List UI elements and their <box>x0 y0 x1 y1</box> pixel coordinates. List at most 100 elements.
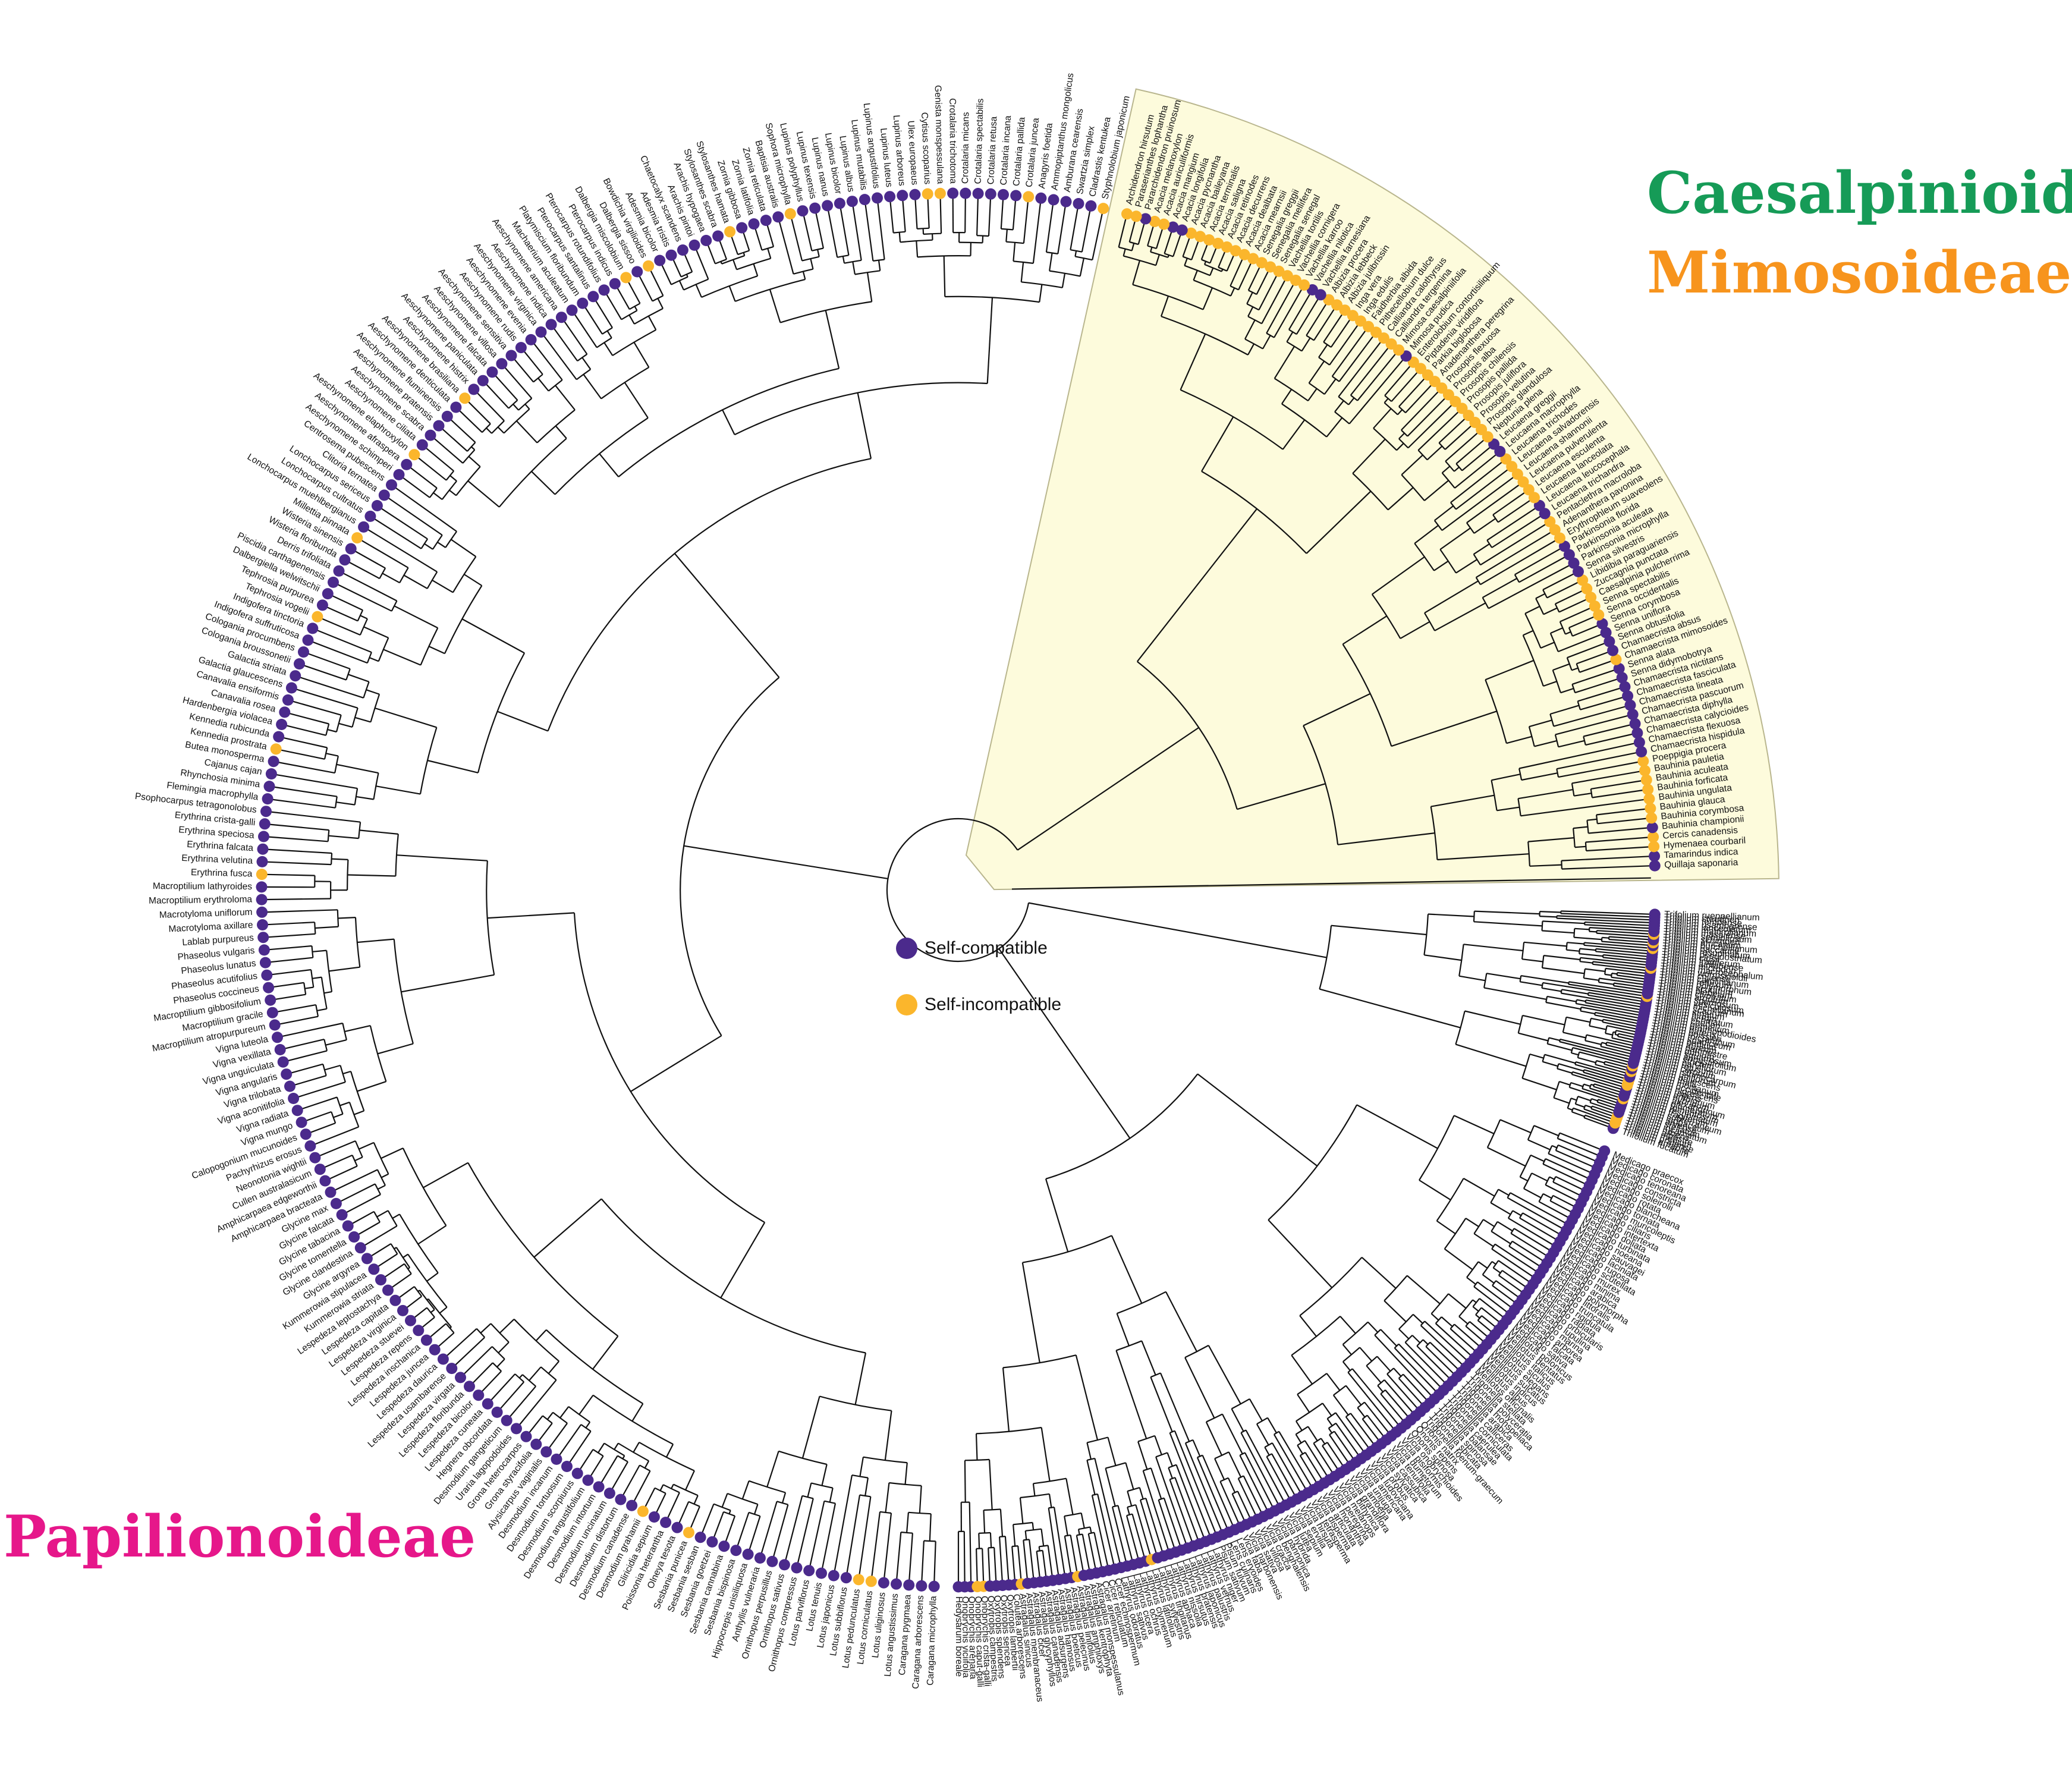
tip-state-dot <box>438 1354 449 1365</box>
branch <box>612 1462 628 1490</box>
branch <box>1574 929 1589 930</box>
branch <box>1571 1053 1579 1055</box>
branch <box>514 359 534 382</box>
branch <box>684 254 692 272</box>
tip-state-dot <box>256 881 268 892</box>
branch <box>1387 1374 1417 1408</box>
tip-state-dot <box>273 731 284 743</box>
branch <box>464 1347 492 1375</box>
tip-state-dot <box>290 670 301 681</box>
branch <box>498 427 504 433</box>
branch <box>520 1375 523 1378</box>
tip-state-dot <box>288 1093 299 1104</box>
branch <box>294 1076 326 1085</box>
branch <box>907 1513 908 1533</box>
branch <box>1070 207 1077 250</box>
branch <box>1343 1344 1351 1354</box>
tip-state-dot <box>446 1363 457 1374</box>
branch <box>1018 1546 1021 1580</box>
branch <box>1508 1218 1554 1245</box>
branch <box>1168 255 1169 257</box>
branch <box>1006 229 1007 242</box>
branch <box>317 1009 327 1011</box>
branch <box>422 1318 435 1328</box>
tip-state-dot <box>368 1263 379 1275</box>
branch <box>1528 1140 1550 1150</box>
tip-state-dot <box>1636 746 1647 757</box>
branch <box>1499 1275 1523 1292</box>
branch <box>928 198 929 228</box>
branch <box>1437 1221 1455 1234</box>
tip-state-dot <box>401 459 412 470</box>
branch <box>721 1222 765 1298</box>
branch <box>266 862 331 864</box>
branch <box>1238 1491 1250 1518</box>
branch <box>510 1386 536 1417</box>
branch <box>382 573 400 583</box>
tip-label: Caragana pygmaea <box>897 1594 913 1675</box>
branch <box>1296 1434 1301 1443</box>
tip-state-dot <box>455 1372 466 1383</box>
branch <box>574 314 597 348</box>
branch <box>1319 989 1460 1028</box>
branch <box>324 1155 353 1168</box>
branch <box>791 218 802 260</box>
branch <box>1071 1535 1077 1573</box>
branch <box>1473 1300 1476 1303</box>
tip-state-dot <box>429 1344 441 1356</box>
tip-state-dot <box>257 932 269 943</box>
branch <box>853 206 862 260</box>
branch <box>984 1510 985 1533</box>
branch <box>977 198 978 236</box>
branch <box>524 351 543 375</box>
branch <box>1297 1445 1303 1454</box>
branch <box>604 342 612 356</box>
branch <box>822 1504 835 1570</box>
branch <box>273 787 337 797</box>
branch <box>332 596 363 611</box>
branch <box>1572 1112 1584 1117</box>
branch <box>879 260 880 271</box>
branch <box>1079 1529 1080 1535</box>
branch <box>312 642 367 663</box>
branch <box>897 1532 901 1580</box>
branch <box>1522 959 1543 961</box>
branch <box>328 730 337 732</box>
tip-state-dot <box>257 856 268 867</box>
tip-state-dot <box>292 1105 303 1116</box>
branch <box>885 1411 892 1461</box>
branch <box>1272 1443 1300 1492</box>
branch <box>708 244 715 264</box>
branch <box>272 800 335 808</box>
branch <box>1606 1042 1633 1048</box>
branch <box>1076 1355 1098 1440</box>
tip-state-dot <box>998 189 1009 200</box>
tip-state-dot <box>506 350 517 361</box>
tip-state-dot <box>298 646 309 658</box>
tip-state-dot <box>477 375 489 386</box>
branch <box>639 275 653 301</box>
tip-state-dot <box>743 1549 754 1560</box>
tip-state-dot <box>307 622 318 634</box>
branch <box>1605 1061 1628 1067</box>
tip-state-dot <box>258 831 269 842</box>
branch <box>634 1471 650 1502</box>
branch <box>337 765 379 773</box>
branch <box>403 477 430 498</box>
branch <box>1366 1366 1381 1383</box>
branch <box>1459 976 1485 981</box>
branch <box>878 202 884 260</box>
branch <box>1046 204 1053 252</box>
branch <box>447 1329 477 1357</box>
branch <box>1455 1045 1526 1067</box>
tip-state-dot <box>267 1007 278 1018</box>
branch <box>355 718 371 722</box>
branch <box>1598 1102 1616 1108</box>
branch <box>519 1380 556 1425</box>
branch <box>1479 1262 1488 1268</box>
tip-state-dot <box>1643 793 1655 804</box>
tip-state-dot <box>872 193 883 204</box>
branch <box>1001 1510 1002 1537</box>
branch <box>266 899 331 900</box>
branch <box>585 307 602 334</box>
